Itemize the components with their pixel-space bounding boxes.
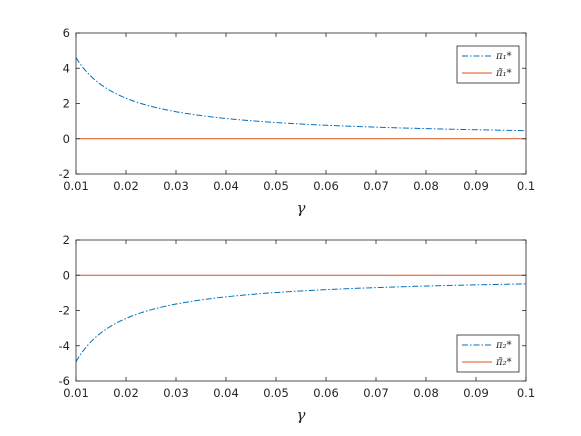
bottom-x-tick-label: 0.1 (517, 386, 535, 400)
top-x-tick-label: 0.04 (213, 179, 239, 193)
top-legend: π₁* π̃₁* (456, 45, 520, 84)
bottom-plot-area (76, 240, 526, 381)
bottom-y-tick-label: -6 (59, 374, 70, 388)
bottom-y-tick-label: -2 (59, 304, 70, 318)
top-legend-label-pi1-tilde: π̃₁* (495, 68, 512, 79)
top-plot: 0.01 0.02 0.03 0.04 0.05 0.06 0.07 0.08 0.09 0.1 -… (59, 26, 536, 217)
bottom-legend-label-pi2-tilde: π̃₂* (495, 357, 512, 368)
top-legend-label-pi1: π₁* (495, 51, 512, 62)
bottom-plot-axes: 0.01 0.02 0.03 0.04 0.05 0.06 0.07 0.08 0.09 0.1 -… (59, 233, 536, 400)
top-x-axis-label: γ (297, 199, 306, 217)
top-x-tick-label: 0.08 (413, 179, 439, 193)
bottom-y-tick-label: 0 (63, 268, 70, 282)
top-plot-axes: 0.01 0.02 0.03 0.04 0.05 0.06 0.07 0.08 0.09 0.1 -… (59, 26, 536, 193)
bottom-plot-series (75, 274, 527, 362)
bottom-legend: π₂* π̃₂* (456, 334, 520, 373)
top-y-tick-label: 6 (63, 26, 70, 40)
bottom-legend-box (456, 334, 520, 373)
bottom-x-tick-label: 0.07 (363, 386, 389, 400)
top-x-tick-label: 0.06 (313, 179, 339, 193)
bottom-x-tick-label: 0.03 (163, 386, 189, 400)
bottom-x-tick-label: 0.01 (63, 386, 89, 400)
bottom-series-line-0 (75, 283, 527, 362)
bottom-x-tick-label: 0.09 (463, 386, 489, 400)
top-x-tick-label: 0.07 (363, 179, 389, 193)
top-x-tick-label: 0.01 (63, 179, 89, 193)
top-y-tick-label: 4 (63, 61, 70, 75)
bottom-y-tick-label: 2 (63, 233, 70, 247)
top-legend-box (456, 45, 520, 84)
top-x-tick-label: 0.02 (113, 179, 139, 193)
bottom-legend-label-pi2: π₂* (495, 340, 512, 351)
bottom-x-tick-label: 0.06 (313, 386, 339, 400)
top-x-tick-label: 0.03 (163, 179, 189, 193)
bottom-x-tick-label: 0.04 (213, 386, 239, 400)
top-x-tick-label: 0.09 (463, 179, 489, 193)
bottom-x-tick-label: 0.05 (263, 386, 289, 400)
bottom-x-tick-label: 0.08 (413, 386, 439, 400)
bottom-plot: 0.01 0.02 0.03 0.04 0.05 0.06 0.07 0.08 0.09 0.1 -… (59, 233, 536, 424)
top-plot-series (75, 57, 527, 140)
bottom-x-tick-label: 0.02 (113, 386, 139, 400)
bottom-y-tick-label: -4 (59, 339, 70, 353)
top-y-tick-label: 2 (63, 97, 70, 111)
top-y-tick-label: -2 (59, 167, 70, 181)
top-x-tick-label: 0.1 (517, 179, 535, 193)
top-x-tick-label: 0.05 (263, 179, 289, 193)
top-series-line-0 (75, 57, 527, 132)
bottom-x-axis-label: γ (297, 406, 306, 424)
top-plot-area (76, 33, 526, 174)
top-y-tick-label: 0 (63, 132, 70, 146)
